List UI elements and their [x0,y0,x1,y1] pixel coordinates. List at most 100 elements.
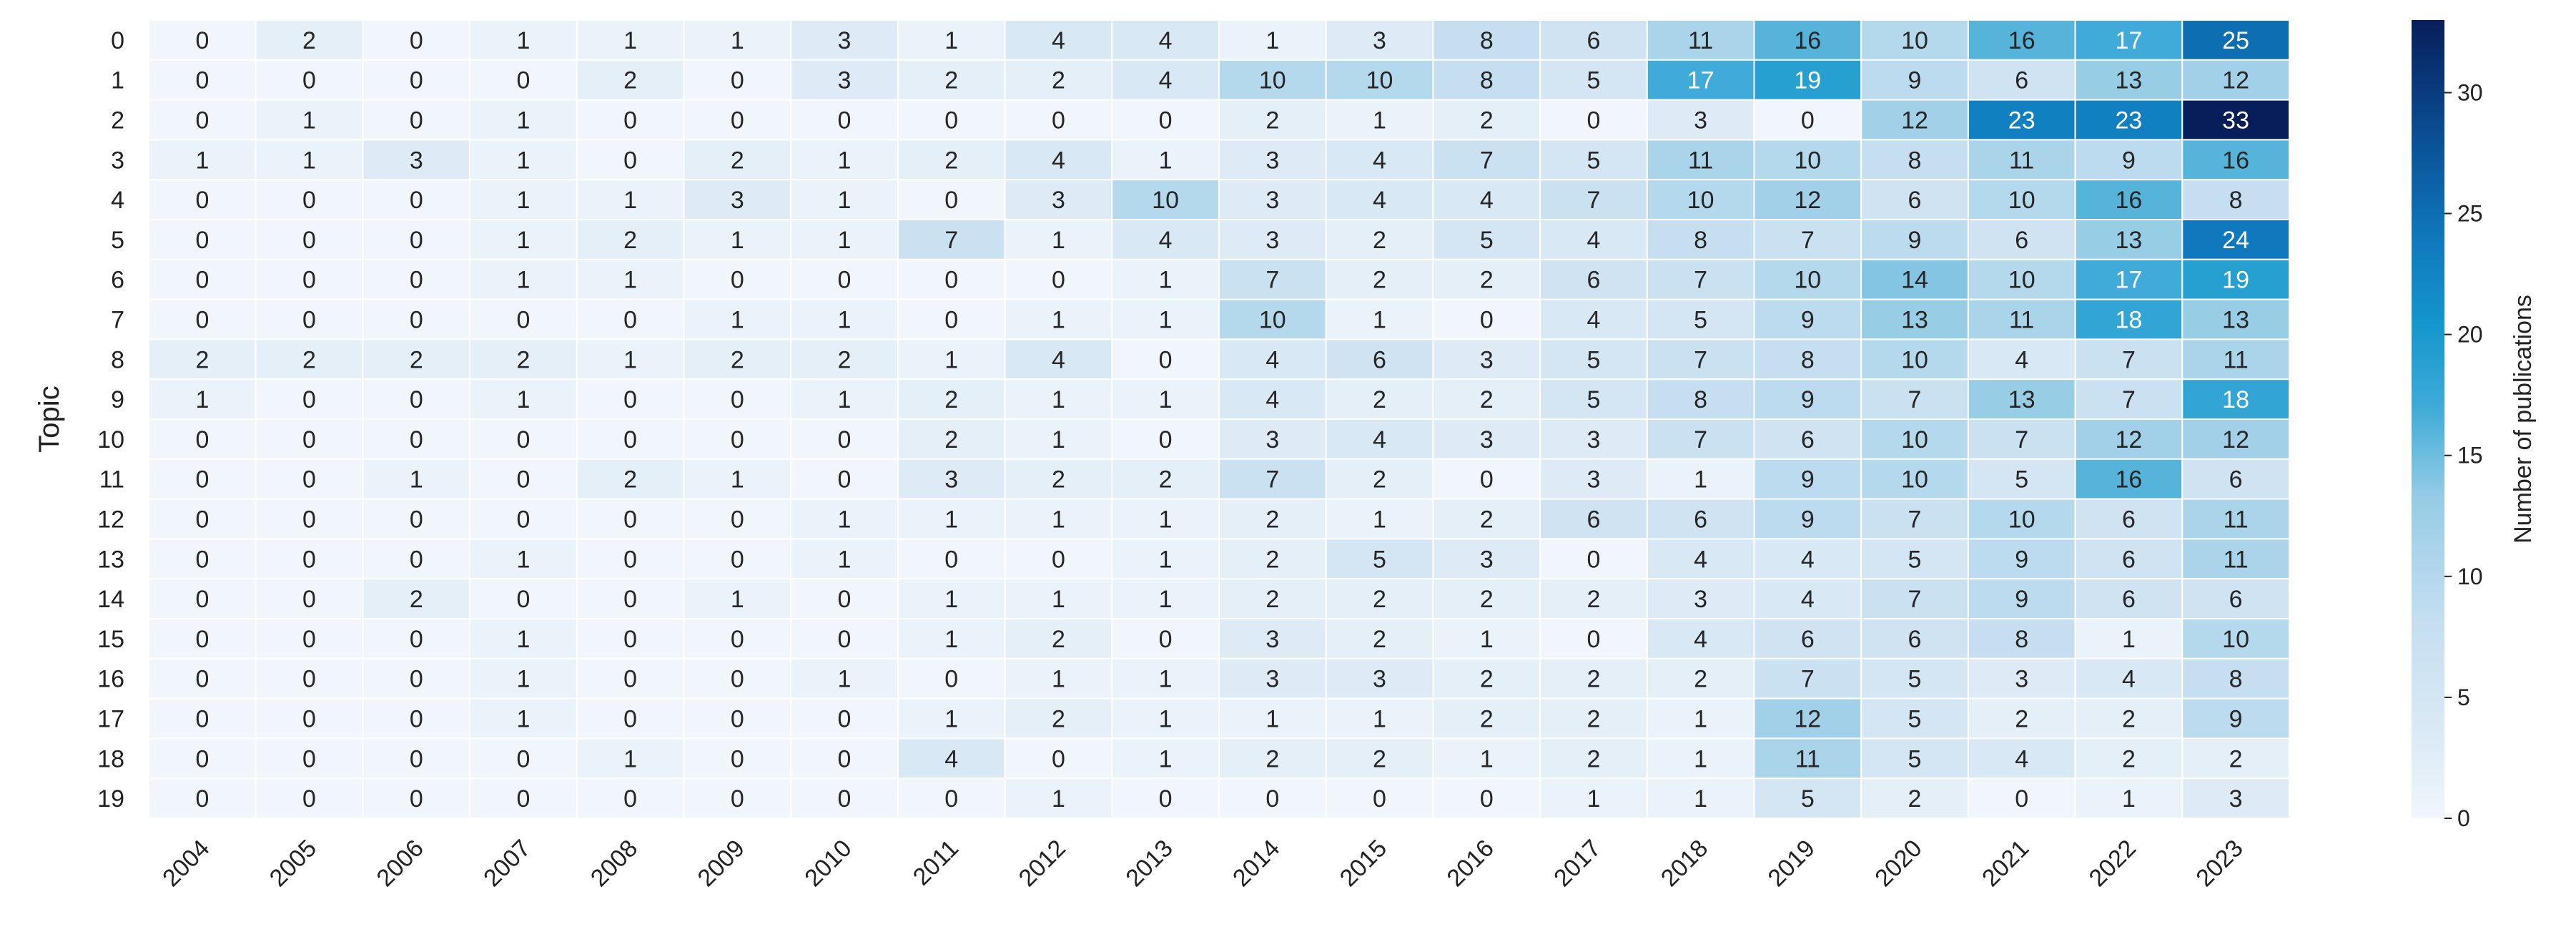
cell-value-label: 0 [838,586,852,613]
cell-value-label: 0 [1052,745,1065,772]
cell-value-label: 12 [2222,426,2249,453]
cell-value-label: 1 [516,626,530,653]
heatmap-cell [1753,99,1862,141]
cell-value-label: 33 [2222,107,2249,134]
heatmap-cell [790,298,899,340]
cell-value-label: 0 [1052,107,1065,134]
cell-value-label: 1 [1052,307,1065,334]
cell-value-label: 1 [302,147,316,174]
heatmap-cell [255,378,364,421]
heatmap-cell [1753,778,1862,819]
colorbar-gradient [2412,20,2444,818]
cell-value-label: 1 [1052,785,1065,813]
cell-value-label: 10 [2008,506,2035,534]
cell-value-label: 6 [1373,346,1386,373]
heatmap-cell [1539,458,1648,500]
cell-value-label: 7 [1801,666,1815,693]
cell-value-label: 6 [2122,546,2136,573]
y-tick-label: 18 [97,745,124,772]
heatmap-cell [469,538,578,580]
x-tick-label: 2014 [1228,835,1285,892]
heatmap-cell [469,258,578,300]
heatmap-cell [1539,19,1648,61]
cell-value-label: 1 [1052,386,1065,413]
cell-value-label: 0 [838,785,852,813]
heatmap-cell [1646,139,1755,181]
cell-value-label: 6 [2015,227,2028,254]
heatmap-cell [683,458,792,500]
heatmap-cell [148,139,257,181]
cell-value-label: 3 [1586,466,1600,494]
x-tick-label: 2005 [265,835,322,892]
heatmap-cell [1539,378,1648,421]
heatmap-cell [1539,697,1648,740]
cell-value-label: 0 [731,386,744,413]
heatmap-cell [897,418,1006,460]
cell-value-label: 1 [944,27,958,54]
colorbar-label: Number of publications [2510,295,2537,544]
heatmap-cell [148,458,257,500]
cell-value-label: 7 [1586,187,1600,214]
cell-value-label: 0 [838,706,852,733]
cell-value-label: 4 [1801,546,1815,573]
cell-value-label: 8 [2229,666,2243,693]
cell-value-label: 0 [838,626,852,653]
heatmap-cell [255,458,364,500]
heatmap-cell [255,338,364,381]
cell-value-label: 11 [2009,307,2034,334]
cell-value-label: 3 [2015,666,2028,693]
cell-value-label: 0 [195,466,209,494]
cell-value-label: 9 [1908,227,1922,254]
heatmap-cell [1218,99,1327,141]
cell-value-label: 10 [1687,187,1714,214]
cell-value-label: 0 [302,706,316,733]
cell-value-label: 17 [2115,27,2142,54]
heatmap-cell [790,59,899,101]
cell-value-label: 0 [302,307,316,334]
heatmap-cell [1539,418,1648,460]
cell-value-label: 1 [516,546,530,573]
cell-value-label: 4 [1373,426,1386,453]
cell-value-label: 0 [195,666,209,693]
heatmap-cell [683,418,792,460]
cell-value-label: 0 [1159,626,1173,653]
heatmap-cell [576,498,685,540]
cell-value-label: 0 [731,67,744,94]
heatmap-cell [255,578,364,620]
cell-value-label: 10 [2222,626,2249,653]
cell-value-label: 9 [1801,466,1815,494]
colorbar [2412,20,2444,818]
heatmap-cell [255,59,364,101]
heatmap-cell [255,19,364,61]
cell-value-label: 2 [1480,386,1494,413]
cell-value-label: 2 [1265,745,1279,772]
cell-value-label: 2 [410,586,423,613]
heatmap-cell [2181,338,2291,381]
cell-value-label: 10 [1794,147,1821,174]
cell-value-label: 0 [944,785,958,813]
heatmap-cell [362,258,471,300]
cell-value-label: 2 [302,346,316,373]
cell-value-label: 0 [302,466,316,494]
cell-value-label: 1 [516,267,530,294]
cell-value-label: 1 [838,187,852,214]
heatmap-cell [790,219,899,260]
heatmap-cell [897,578,1006,620]
heatmap-cell [1004,458,1113,500]
cell-value-label: 2 [1373,466,1386,494]
heatmap-cells [148,19,2291,819]
heatmap-cell [1539,778,1648,819]
cell-value-label: 9 [1801,386,1815,413]
cell-value-label: 6 [1694,506,1707,534]
cell-value-label: 1 [2122,626,2136,653]
heatmap-cell [1646,697,1755,740]
cell-value-label: 0 [302,187,316,214]
cell-value-label: 5 [1908,745,1922,772]
cell-value-label: 5 [1908,706,1922,733]
heatmap-cell [576,578,685,620]
heatmap-cell [790,498,899,540]
cell-value-label: 0 [1586,626,1600,653]
heatmap-cell [683,19,792,61]
y-tick-label: 5 [111,227,124,254]
cell-value-label: 1 [731,466,744,494]
